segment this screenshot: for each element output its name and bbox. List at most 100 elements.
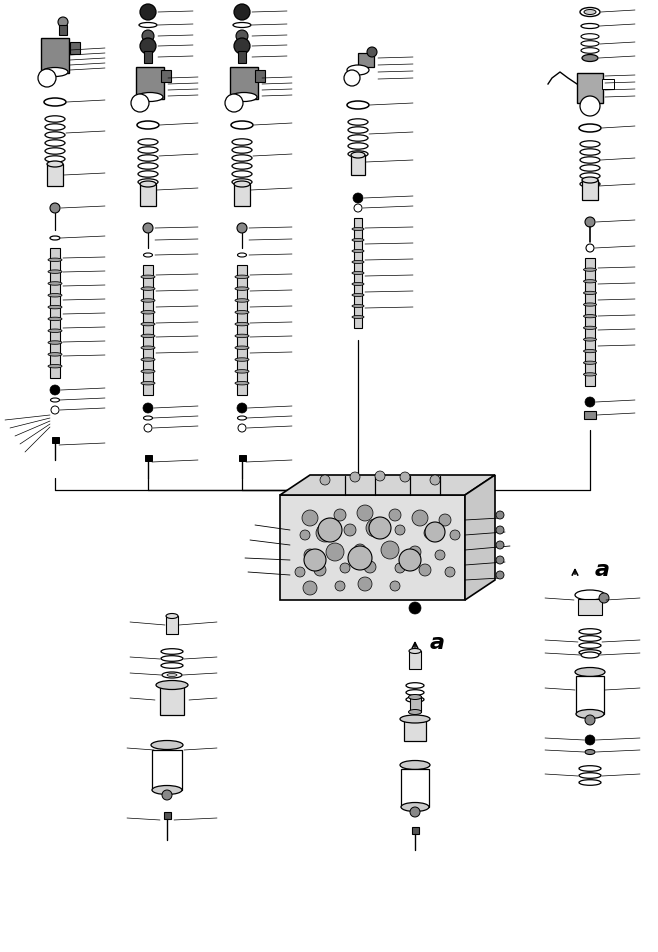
Ellipse shape xyxy=(235,358,249,362)
Ellipse shape xyxy=(584,327,597,329)
Circle shape xyxy=(237,403,247,413)
Ellipse shape xyxy=(166,613,178,619)
Circle shape xyxy=(425,522,445,542)
Bar xyxy=(161,70,171,82)
Circle shape xyxy=(302,510,318,526)
Ellipse shape xyxy=(352,261,364,264)
Circle shape xyxy=(435,550,445,560)
Circle shape xyxy=(424,527,436,539)
Circle shape xyxy=(496,541,504,549)
Ellipse shape xyxy=(141,275,155,279)
Ellipse shape xyxy=(234,181,250,187)
Bar xyxy=(230,67,258,99)
Bar xyxy=(586,258,595,386)
Ellipse shape xyxy=(235,334,249,338)
Bar xyxy=(351,155,365,175)
Circle shape xyxy=(353,193,363,203)
Ellipse shape xyxy=(235,369,249,373)
Circle shape xyxy=(496,526,504,534)
Ellipse shape xyxy=(42,68,68,76)
Circle shape xyxy=(395,525,405,535)
Bar xyxy=(584,411,596,419)
Ellipse shape xyxy=(352,283,364,286)
Ellipse shape xyxy=(401,803,429,811)
Circle shape xyxy=(131,94,149,112)
Ellipse shape xyxy=(352,271,364,274)
Ellipse shape xyxy=(582,177,598,183)
Bar xyxy=(144,51,152,63)
Ellipse shape xyxy=(140,181,156,187)
Circle shape xyxy=(585,217,595,227)
Circle shape xyxy=(225,94,243,112)
Circle shape xyxy=(344,70,360,86)
Bar xyxy=(354,218,362,328)
Bar xyxy=(238,455,245,461)
Ellipse shape xyxy=(162,672,182,678)
Circle shape xyxy=(234,4,250,20)
Bar xyxy=(409,651,421,669)
Circle shape xyxy=(390,581,400,591)
Circle shape xyxy=(354,544,366,556)
Bar xyxy=(136,67,164,99)
Circle shape xyxy=(439,514,451,526)
Bar xyxy=(409,696,420,712)
Ellipse shape xyxy=(48,269,62,273)
Ellipse shape xyxy=(352,305,364,307)
Circle shape xyxy=(389,509,401,521)
Circle shape xyxy=(399,549,421,571)
Bar xyxy=(163,811,170,819)
Circle shape xyxy=(419,564,431,576)
Ellipse shape xyxy=(235,323,249,326)
Ellipse shape xyxy=(48,293,62,297)
Circle shape xyxy=(450,530,460,540)
Ellipse shape xyxy=(352,239,364,242)
Circle shape xyxy=(303,581,317,595)
Circle shape xyxy=(585,715,595,725)
Ellipse shape xyxy=(409,648,421,653)
Ellipse shape xyxy=(152,785,182,795)
Ellipse shape xyxy=(48,258,62,262)
Ellipse shape xyxy=(576,709,604,719)
Circle shape xyxy=(143,403,153,413)
Ellipse shape xyxy=(48,352,62,356)
Circle shape xyxy=(38,69,56,87)
Bar xyxy=(59,25,67,35)
Bar xyxy=(143,265,153,395)
Circle shape xyxy=(585,397,595,407)
Ellipse shape xyxy=(48,329,62,332)
Circle shape xyxy=(326,543,344,561)
Circle shape xyxy=(358,577,372,591)
Circle shape xyxy=(496,571,504,579)
Ellipse shape xyxy=(575,590,605,600)
Ellipse shape xyxy=(351,152,365,158)
Circle shape xyxy=(357,505,373,521)
Ellipse shape xyxy=(352,228,364,230)
Circle shape xyxy=(410,807,420,817)
Bar xyxy=(166,616,178,634)
Bar xyxy=(576,676,604,714)
Circle shape xyxy=(140,38,156,54)
Ellipse shape xyxy=(352,293,364,296)
Ellipse shape xyxy=(584,291,597,294)
Circle shape xyxy=(314,564,326,576)
Ellipse shape xyxy=(137,92,163,102)
Circle shape xyxy=(409,602,421,614)
Circle shape xyxy=(348,546,372,570)
Bar xyxy=(160,685,184,715)
Circle shape xyxy=(395,563,405,573)
Bar xyxy=(50,248,60,378)
Polygon shape xyxy=(280,495,465,600)
Circle shape xyxy=(300,530,310,540)
Ellipse shape xyxy=(141,287,155,290)
Bar xyxy=(47,164,63,186)
Ellipse shape xyxy=(400,715,430,723)
Circle shape xyxy=(430,475,440,485)
Circle shape xyxy=(381,541,399,559)
Polygon shape xyxy=(465,475,495,600)
Circle shape xyxy=(364,561,376,573)
Circle shape xyxy=(316,524,334,542)
Circle shape xyxy=(58,17,68,27)
Ellipse shape xyxy=(235,275,249,279)
Circle shape xyxy=(496,511,504,519)
Bar xyxy=(577,73,603,103)
